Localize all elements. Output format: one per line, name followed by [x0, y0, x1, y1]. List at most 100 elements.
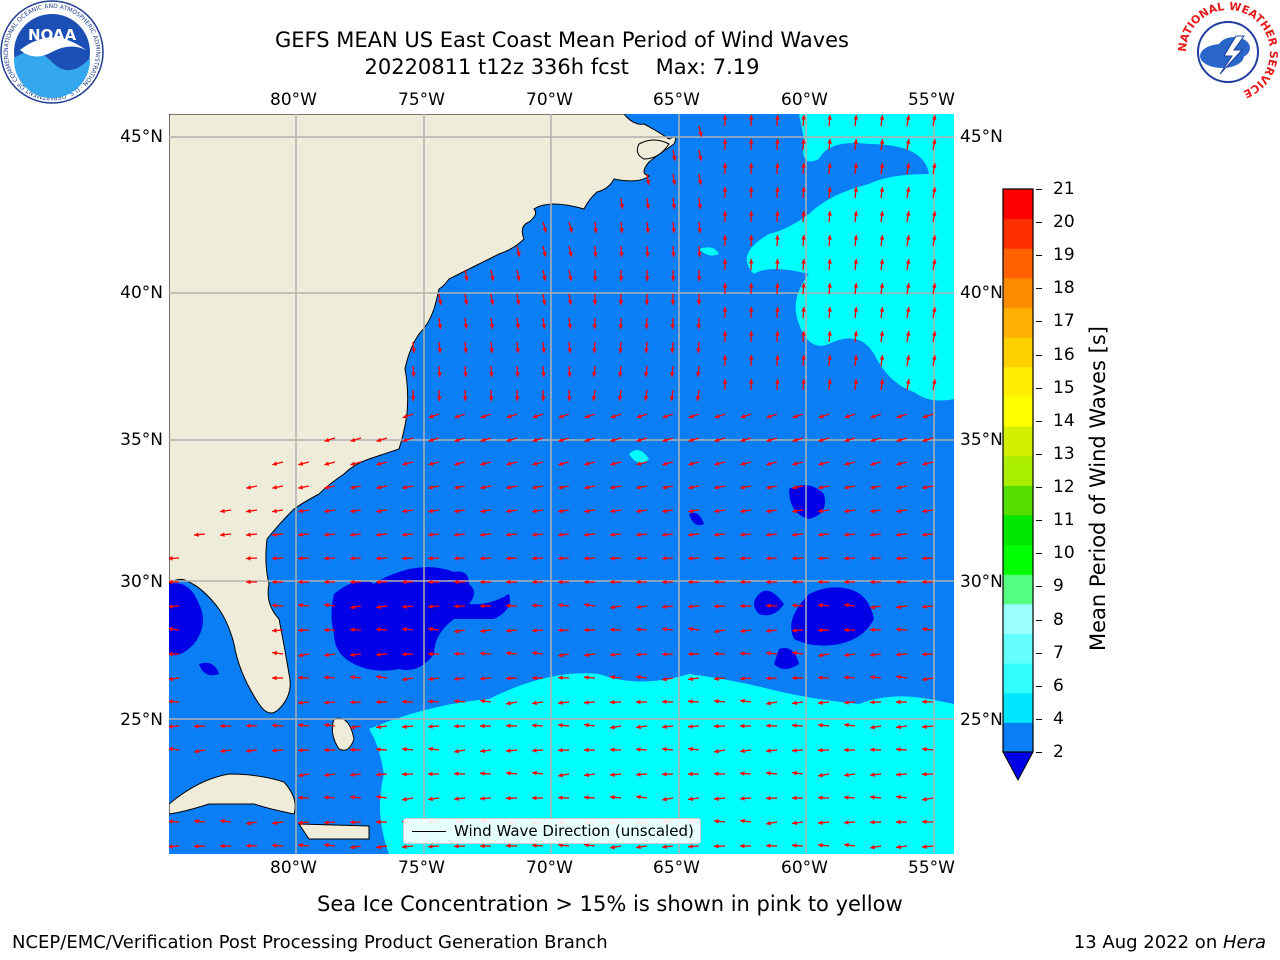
wind-wave-arrow [645, 221, 650, 234]
wind-wave-arrow [844, 652, 856, 658]
wind-wave-arrow [714, 461, 726, 466]
wind-wave-arrow [931, 307, 937, 319]
wind-wave-arrow [584, 413, 596, 419]
wind-wave-arrow [844, 413, 856, 419]
wind-wave-arrow [791, 723, 804, 728]
wind-wave-arrow [479, 676, 492, 681]
short-period-regions [169, 485, 874, 676]
wind-wave-arrow [740, 698, 752, 704]
wind-wave-arrow [775, 186, 780, 199]
wind-wave-arrow [297, 532, 310, 537]
wind-wave-arrow [722, 234, 728, 247]
wind-wave-arrow [453, 796, 466, 801]
legend-label: Wind Wave Direction (unscaled) [454, 822, 694, 840]
wind-wave-arrow [775, 234, 780, 247]
colorbar-tick-label: 9 [1053, 576, 1064, 597]
colorbar-tick-label: 14 [1053, 410, 1075, 431]
wind-wave-arrow [765, 843, 778, 849]
wind-wave-arrow [644, 365, 649, 378]
wind-wave-arrow [687, 604, 700, 609]
wind-wave-arrow [454, 508, 466, 514]
wind-wave-arrow [792, 485, 804, 490]
wind-wave-arrow [454, 413, 466, 419]
wind-wave-arrow [583, 675, 596, 680]
wind-wave-arrow [895, 579, 908, 585]
wind-wave-arrow [740, 413, 752, 419]
wind-wave-arrow [896, 413, 908, 419]
wind-wave-arrow [636, 794, 648, 800]
wind-wave-arrow [479, 651, 492, 656]
wind-wave-arrow [739, 532, 752, 537]
wind-wave-arrow [713, 651, 726, 657]
wind-wave-arrow [453, 532, 466, 537]
wind-wave-arrow [541, 317, 547, 329]
colorbar-tick-label: 12 [1053, 477, 1075, 498]
colorbar-tick-label: 19 [1053, 245, 1075, 266]
wind-wave-arrow [791, 579, 804, 585]
wind-wave-arrow [775, 354, 780, 367]
wind-wave-arrow [505, 748, 518, 753]
wind-wave-arrow [740, 818, 752, 824]
wind-wave-arrow [220, 818, 232, 824]
wind-wave-arrow [531, 579, 544, 585]
colorbar-segment [1003, 218, 1033, 249]
wind-wave-arrow [870, 437, 882, 443]
colorbar-segment [1003, 307, 1033, 338]
wind-wave-arrow [618, 269, 624, 282]
footer-date: 13 Aug 2022 on [1073, 932, 1223, 953]
colorbar-tick-mark [1036, 354, 1042, 356]
wind-wave-arrow [411, 365, 416, 378]
wind-wave-arrow [480, 843, 491, 849]
wind-wave-arrow [905, 187, 911, 199]
colorbar-tick-label: 18 [1053, 278, 1075, 299]
wind-wave-arrow [636, 461, 648, 466]
wind-wave-arrow [532, 650, 544, 656]
wind-wave-arrow [775, 162, 780, 175]
wind-wave-arrow [376, 699, 387, 705]
wind-wave-arrow [844, 627, 855, 633]
wind-wave-arrow [765, 556, 778, 561]
wind-wave-arrow [853, 139, 859, 151]
wind-wave-arrow [869, 819, 882, 825]
wind-wave-arrow [376, 437, 388, 443]
wind-wave-arrow [879, 163, 885, 175]
wind-wave-arrow [740, 748, 752, 754]
wind-wave-arrow [349, 532, 362, 537]
wind-wave-arrow [402, 796, 414, 802]
wind-wave-arrow [722, 282, 728, 295]
wind-wave-arrow [454, 748, 466, 754]
wind-wave-arrow [853, 331, 859, 343]
wind-wave-arrow [515, 365, 520, 378]
wind-wave-arrow [610, 724, 622, 730]
lon-label-bottom-60w: 60°W [781, 858, 828, 878]
wind-wave-arrow [696, 365, 701, 378]
wind-wave-arrow [453, 723, 466, 729]
wind-wave-arrow [324, 461, 336, 466]
colorbar-segment [1003, 485, 1033, 516]
wind-wave-arrow [853, 355, 859, 367]
wind-wave-arrow [697, 245, 702, 258]
wind-wave-arrow [661, 747, 674, 752]
wind-wave-arrow [271, 579, 284, 585]
wind-wave-arrow [636, 844, 648, 850]
wind-wave-arrow [671, 245, 676, 258]
wind-wave-arrow [801, 186, 806, 199]
wind-wave-arrow [879, 187, 885, 199]
wind-wave-arrow [765, 795, 778, 801]
wind-wave-arrow [905, 283, 911, 295]
wind-wave-arrow [618, 365, 623, 378]
wind-wave-arrow [375, 772, 388, 777]
wind-wave-arrow [853, 259, 859, 271]
wind-wave-arrow [375, 652, 388, 657]
wind-wave-arrow [376, 844, 388, 850]
wind-wave-arrow [245, 723, 258, 729]
wind-wave-arrow [557, 603, 570, 608]
wind-wave-arrow [765, 748, 778, 753]
footer-left: NCEP/EMC/Verification Post Processing Pr… [12, 932, 608, 953]
wind-wave-arrow [401, 699, 414, 705]
wind-wave-arrow [818, 461, 830, 466]
wind-wave-arrow [921, 651, 934, 657]
wind-wave-arrow [558, 437, 570, 443]
wind-wave-arrow [635, 532, 648, 537]
wind-wave-arrow [350, 485, 362, 490]
